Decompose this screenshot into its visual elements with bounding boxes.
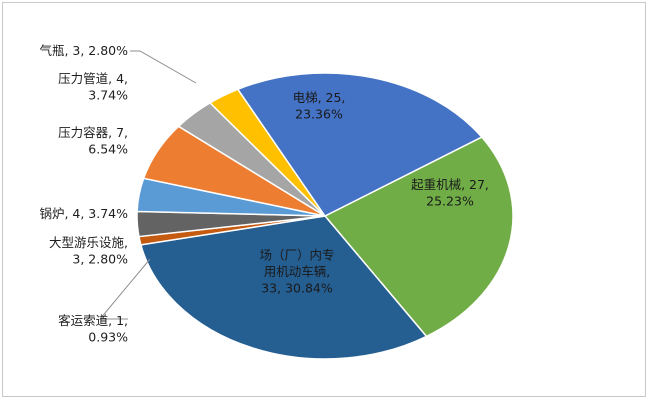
data-label-电梯: 电梯, 25, 23.36% <box>293 90 346 122</box>
data-label-大型游乐设施: 大型游乐设施, 3, 2.80% <box>49 235 128 266</box>
leader-line-气瓶 <box>130 50 197 84</box>
data-label-气瓶: 气瓶, 3, 2.80% <box>39 43 128 58</box>
data-label-场-厂-内专用机动车辆: 场（厂）内专用机动车辆, 33, 30.84% <box>259 248 334 296</box>
data-label-锅炉: 锅炉, 4, 3.74% <box>39 206 128 221</box>
pie-slice-起重机械 <box>323 136 514 338</box>
data-label-压力管道: 压力管道, 4, 3.74% <box>58 71 128 103</box>
data-label-起重机械: 起重机械, 27, 25.23% <box>411 177 489 209</box>
data-label-客运索道: 客运索道, 1, 0.93% <box>58 313 128 345</box>
pie-slice-场-厂-内专用机动车辆 <box>139 215 428 360</box>
slice-labels: 起重机械, 27, 25.23% 场（厂）内专用机动车辆, 33, 30.84% 客运索… <box>39 43 488 344</box>
leader-line-客运索道 <box>98 258 151 320</box>
data-label-压力容器: 压力容器, 7, 6.54% <box>58 125 128 157</box>
pie-slice-电梯 <box>236 72 483 217</box>
leader-lines <box>98 50 197 320</box>
pie-slices <box>136 72 514 360</box>
